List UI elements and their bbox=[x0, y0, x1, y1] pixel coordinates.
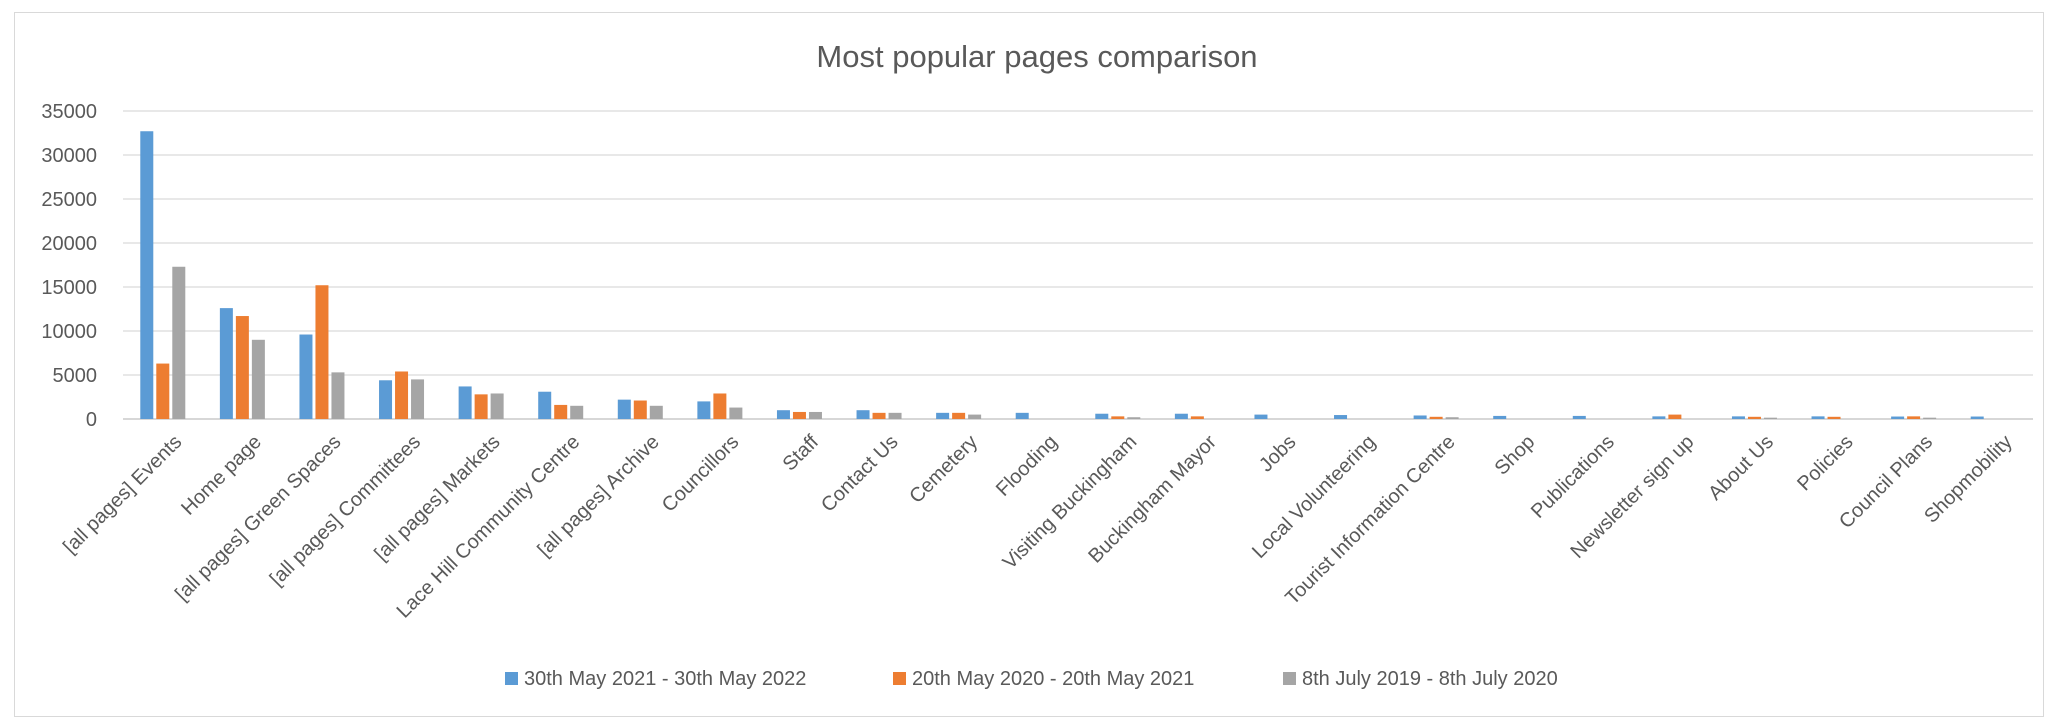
bar bbox=[1111, 416, 1125, 419]
legend-label: 8th July 2019 - 8th July 2020 bbox=[1302, 668, 1558, 690]
bar bbox=[1334, 415, 1348, 419]
bar bbox=[299, 334, 313, 419]
bar bbox=[395, 371, 409, 419]
bar bbox=[1923, 417, 1937, 419]
bar bbox=[490, 393, 504, 419]
bar bbox=[968, 414, 982, 419]
x-tick-label: Visiting Buckingham bbox=[999, 431, 1142, 574]
legend: 30th May 2021 - 30th May 2022 20th May 20… bbox=[505, 668, 1558, 690]
bar bbox=[729, 407, 743, 419]
x-tick-label: Contact Us bbox=[817, 431, 903, 517]
bar bbox=[697, 401, 711, 419]
y-axis: 0 5000 10000 15000 20000 25000 30000 35000 bbox=[41, 101, 97, 431]
x-tick-label: About Us bbox=[1704, 431, 1778, 505]
bar bbox=[1747, 416, 1761, 419]
legend-swatch bbox=[505, 672, 518, 685]
bar bbox=[1254, 414, 1268, 419]
bar bbox=[713, 393, 727, 419]
x-tick-label: Shop bbox=[1491, 431, 1540, 480]
bar bbox=[219, 308, 233, 419]
bar bbox=[1970, 416, 1984, 419]
bar bbox=[792, 411, 806, 419]
bar bbox=[1015, 412, 1029, 419]
bar bbox=[235, 316, 249, 419]
bar bbox=[1190, 416, 1204, 419]
bar bbox=[1413, 415, 1427, 419]
y-tick-label: 5000 bbox=[53, 365, 98, 387]
bar bbox=[1429, 416, 1443, 419]
x-tick-label: [all pages] Events bbox=[59, 431, 186, 558]
y-tick-label: 30000 bbox=[41, 145, 97, 167]
bar bbox=[411, 379, 425, 419]
bar bbox=[251, 339, 265, 419]
bar bbox=[1493, 415, 1507, 419]
bar bbox=[1891, 416, 1905, 419]
chart-title: Most popular pages comparison bbox=[816, 39, 1257, 74]
bar bbox=[1174, 413, 1188, 419]
bar bbox=[1095, 413, 1109, 419]
bar bbox=[936, 412, 950, 419]
bar bbox=[379, 380, 393, 419]
bar bbox=[888, 412, 902, 419]
bar bbox=[474, 394, 488, 419]
bar bbox=[140, 131, 154, 420]
bar bbox=[331, 372, 345, 419]
bar bbox=[649, 405, 663, 419]
bar bbox=[570, 405, 584, 419]
bar bbox=[1572, 415, 1586, 419]
gridlines bbox=[123, 110, 2033, 420]
bar bbox=[1811, 416, 1825, 419]
bar bbox=[1668, 414, 1682, 419]
legend-swatch bbox=[1283, 672, 1296, 685]
x-tick-label: Flooding bbox=[992, 431, 1062, 501]
y-tick-label: 20000 bbox=[41, 233, 97, 255]
bar bbox=[156, 363, 170, 419]
y-tick-label: 10000 bbox=[41, 321, 97, 343]
x-tick-label: Home page bbox=[177, 431, 266, 520]
x-tick-label: Tourist Information Centre bbox=[1281, 431, 1459, 609]
bar bbox=[1445, 417, 1459, 419]
x-tick-label: Cemetery bbox=[905, 431, 982, 508]
bar bbox=[458, 386, 472, 419]
bar bbox=[1907, 416, 1921, 419]
bar bbox=[617, 399, 631, 419]
y-tick-label: 15000 bbox=[41, 277, 97, 299]
x-tick-label: Councillors bbox=[658, 431, 744, 517]
x-tick-label: Policies bbox=[1793, 431, 1857, 495]
bar bbox=[1731, 416, 1745, 419]
bar bbox=[1763, 417, 1777, 419]
bar bbox=[1652, 416, 1666, 419]
bar bbox=[856, 410, 870, 419]
legend-label: 20th May 2020 - 20th May 2021 bbox=[912, 668, 1194, 690]
legend-label: 30th May 2021 - 30th May 2022 bbox=[524, 668, 806, 690]
bar bbox=[776, 410, 790, 419]
x-tick-label: [all pages] Committees bbox=[266, 431, 425, 590]
bar bbox=[554, 404, 568, 419]
x-tick-label: Staff bbox=[779, 431, 824, 476]
x-tick-label: [all pages] Green Spaces bbox=[171, 431, 345, 605]
chart-area bbox=[14, 12, 2044, 717]
y-tick-label: 25000 bbox=[41, 189, 97, 211]
bar bbox=[808, 411, 822, 419]
y-tick-label: 35000 bbox=[41, 101, 97, 123]
bar bbox=[1127, 417, 1141, 419]
bar bbox=[315, 285, 329, 419]
bar bbox=[633, 400, 647, 419]
legend-swatch bbox=[893, 672, 906, 685]
bar bbox=[1827, 416, 1841, 419]
bar bbox=[872, 412, 886, 419]
bar bbox=[952, 412, 966, 419]
bars bbox=[140, 131, 1984, 420]
bar bbox=[538, 391, 552, 419]
bar bbox=[172, 266, 186, 419]
y-tick-label: 0 bbox=[86, 409, 97, 431]
x-tick-label: Jobs bbox=[1255, 431, 1300, 476]
